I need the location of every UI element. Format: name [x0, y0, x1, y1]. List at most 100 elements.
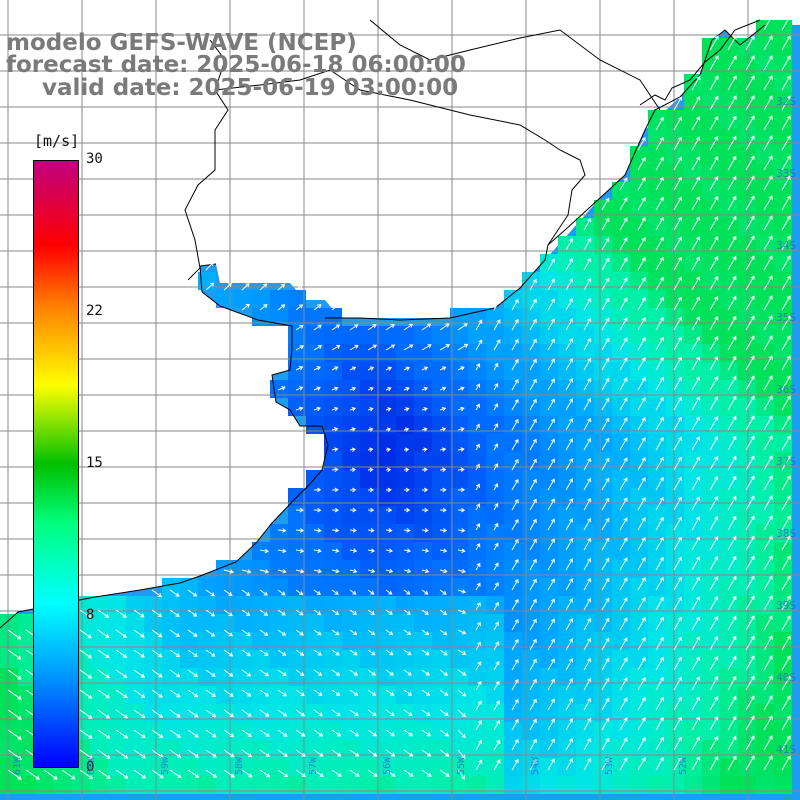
wind-arrow — [259, 669, 269, 677]
speed-cell — [216, 758, 234, 776]
speed-cell — [738, 308, 756, 326]
speed-cell — [594, 614, 612, 632]
speed-cell — [468, 524, 486, 542]
wind-arrow — [349, 447, 356, 452]
wind-arrow — [115, 689, 128, 699]
speed-cell — [612, 524, 630, 542]
wind-arrow — [43, 769, 58, 780]
wind-arrow — [511, 538, 519, 551]
border-line — [369, 19, 661, 111]
wind-arrow — [421, 323, 432, 331]
speed-cell — [594, 272, 612, 290]
speed-cell — [612, 668, 630, 686]
speed-cell — [630, 272, 648, 290]
speed-cell — [594, 524, 612, 542]
wind-arrow — [277, 629, 287, 636]
speed-cell — [684, 362, 702, 380]
speed-cell — [648, 254, 666, 272]
speed-cell — [540, 344, 558, 362]
wind-arrow — [745, 435, 755, 451]
wind-arrow — [709, 236, 719, 251]
wind-arrow — [601, 597, 610, 611]
wind-arrow — [727, 555, 737, 571]
wind-arrow — [709, 476, 719, 491]
speed-cell — [774, 254, 792, 272]
speed-cell — [450, 434, 468, 452]
wind-arrow — [439, 447, 447, 452]
speed-cell — [684, 524, 702, 542]
colorbar-unit: [m/s] — [34, 132, 80, 150]
speed-cell — [756, 632, 774, 650]
wind-arrow — [511, 318, 519, 331]
speed-cell — [576, 254, 594, 272]
speed-cell — [324, 398, 342, 416]
speed-cell — [612, 290, 630, 308]
wind-arrow — [709, 75, 719, 91]
speed-cell — [684, 182, 702, 200]
wind-arrow — [313, 589, 322, 595]
speed-cell — [342, 398, 360, 416]
speed-cell — [360, 344, 378, 362]
wind-arrow — [601, 517, 610, 531]
wind-arrow — [619, 597, 628, 611]
wind-arrow — [673, 536, 682, 551]
speed-cell — [630, 722, 648, 740]
wind-arrow — [655, 556, 664, 571]
wind-arrow — [745, 255, 755, 271]
wind-arrow — [367, 689, 377, 696]
wind-arrow — [385, 749, 396, 757]
wind-arrow — [673, 656, 682, 671]
wind-arrow — [547, 598, 555, 611]
wind-arrow — [529, 398, 537, 411]
wind-speed-field — [0, 20, 792, 794]
speed-cell — [756, 650, 774, 668]
speed-cell — [684, 488, 702, 506]
wind-arrow — [223, 282, 232, 291]
speed-cell — [234, 290, 252, 308]
speed-cell — [756, 470, 774, 488]
colorbar-tick-22: 22 — [86, 303, 103, 319]
speed-cell — [558, 578, 576, 596]
speed-cell — [756, 74, 774, 92]
speed-cell — [108, 596, 126, 614]
speed-cell — [270, 560, 288, 578]
wind-arrow — [619, 657, 628, 671]
wind-arrow — [313, 729, 324, 737]
wind-arrow — [691, 656, 701, 671]
wind-arrow — [781, 155, 791, 171]
coastline — [0, 19, 766, 629]
wind-arrow — [259, 689, 270, 697]
speed-cell — [468, 506, 486, 524]
speed-cell — [432, 380, 450, 398]
speed-cell — [90, 668, 108, 686]
speed-cell — [648, 578, 666, 596]
speed-cell — [720, 452, 738, 470]
speed-cell — [360, 434, 378, 452]
speed-cell — [702, 218, 720, 236]
wind-arrow — [205, 749, 217, 758]
wind-arrow — [493, 299, 501, 311]
wind-arrow — [655, 216, 664, 231]
speed-cell — [126, 704, 144, 722]
speed-cell — [666, 308, 684, 326]
wind-arrow — [385, 548, 393, 553]
wind-arrow — [763, 495, 773, 511]
wind-arrow — [691, 456, 701, 471]
wind-arrow — [475, 542, 481, 551]
speed-cell — [504, 776, 522, 794]
speed-cell — [378, 704, 396, 722]
speed-cell — [720, 488, 738, 506]
speed-cell — [126, 668, 144, 686]
speed-cell — [684, 776, 702, 794]
speed-cell — [342, 326, 360, 344]
speed-cell — [576, 308, 594, 326]
speed-cell — [468, 722, 486, 740]
speed-cell — [738, 362, 756, 380]
wind-arrow — [727, 475, 737, 491]
wind-arrow — [709, 616, 719, 631]
wind-arrow — [727, 55, 737, 71]
speed-cell — [306, 362, 324, 380]
speed-cell — [252, 632, 270, 650]
wind-arrow — [619, 337, 628, 351]
wind-arrow — [565, 498, 574, 511]
